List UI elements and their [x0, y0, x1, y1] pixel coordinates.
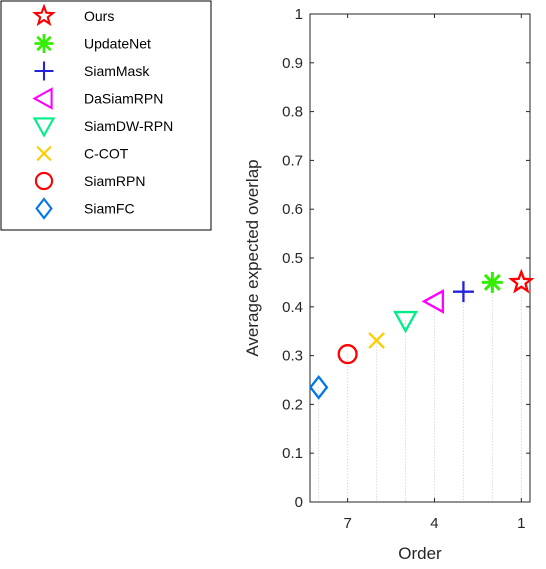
axes-box	[309, 13, 531, 503]
legend-box	[0, 0, 212, 231]
x-axis-label: Order	[398, 544, 442, 563]
legend-label-dasiamrpn: DaSiamRPN	[84, 91, 163, 107]
legend-label-siamrpn: SiamRPN	[84, 173, 145, 189]
legend-label-siammask: SiamMask	[84, 63, 150, 79]
data-point-siamrpn	[337, 344, 358, 365]
legend-marker-ours	[32, 3, 56, 27]
y-tick-label: 0.5	[282, 250, 303, 267]
y-tick-label: 0.3	[282, 348, 303, 365]
legend-marker-siammask	[34, 61, 54, 81]
legend-marker-dasiamrpn	[32, 87, 53, 110]
legend-label-c-cot: C-COT	[84, 146, 129, 162]
y-tick-label: 0.2	[282, 396, 303, 413]
y-tick-label: 0.1	[282, 445, 303, 462]
legend-marker-siamrpn	[34, 171, 54, 191]
legend: Ours UpdateNet SiamMask DaSiamRPN SiamDW-RPN…	[0, 0, 212, 231]
y-tick-label: 0.9	[282, 55, 303, 72]
data-point-c-cot	[368, 332, 385, 349]
y-tick-label: 0	[295, 494, 303, 511]
x-tick-label: 7	[343, 515, 351, 532]
legend-label-siamdw-rpn: SiamDW-RPN	[84, 118, 173, 134]
data-point-ours	[508, 268, 535, 294]
data-point-siamfc	[309, 374, 329, 400]
y-tick-label: 0.4	[282, 299, 303, 316]
legend-marker-updatenet	[34, 34, 54, 53]
y-tick-label: 0.6	[282, 201, 303, 218]
x-tick-label: 1	[517, 515, 525, 532]
legend-label-siamfc: SiamFC	[84, 201, 135, 217]
y-axis-label: Average expected overlap	[243, 159, 262, 356]
y-tick-label: 1	[295, 6, 303, 23]
legend-label-updatenet: UpdateNet	[84, 36, 151, 52]
y-tick-label: 0.7	[282, 152, 303, 169]
data-point-dasiamrpn	[421, 288, 445, 314]
x-tick-label: 4	[430, 515, 438, 532]
legend-marker-siamdw-rpn	[32, 117, 56, 138]
data-point-siamdw-rpn	[393, 310, 418, 334]
data-point-siammask	[452, 281, 474, 303]
y-tick-label: 0.8	[282, 104, 303, 121]
legend-label-ours: Ours	[84, 8, 114, 24]
data-point-updatenet	[481, 271, 503, 293]
legend-marker-c-cot	[36, 145, 52, 162]
legend-marker-siamfc	[35, 197, 53, 220]
